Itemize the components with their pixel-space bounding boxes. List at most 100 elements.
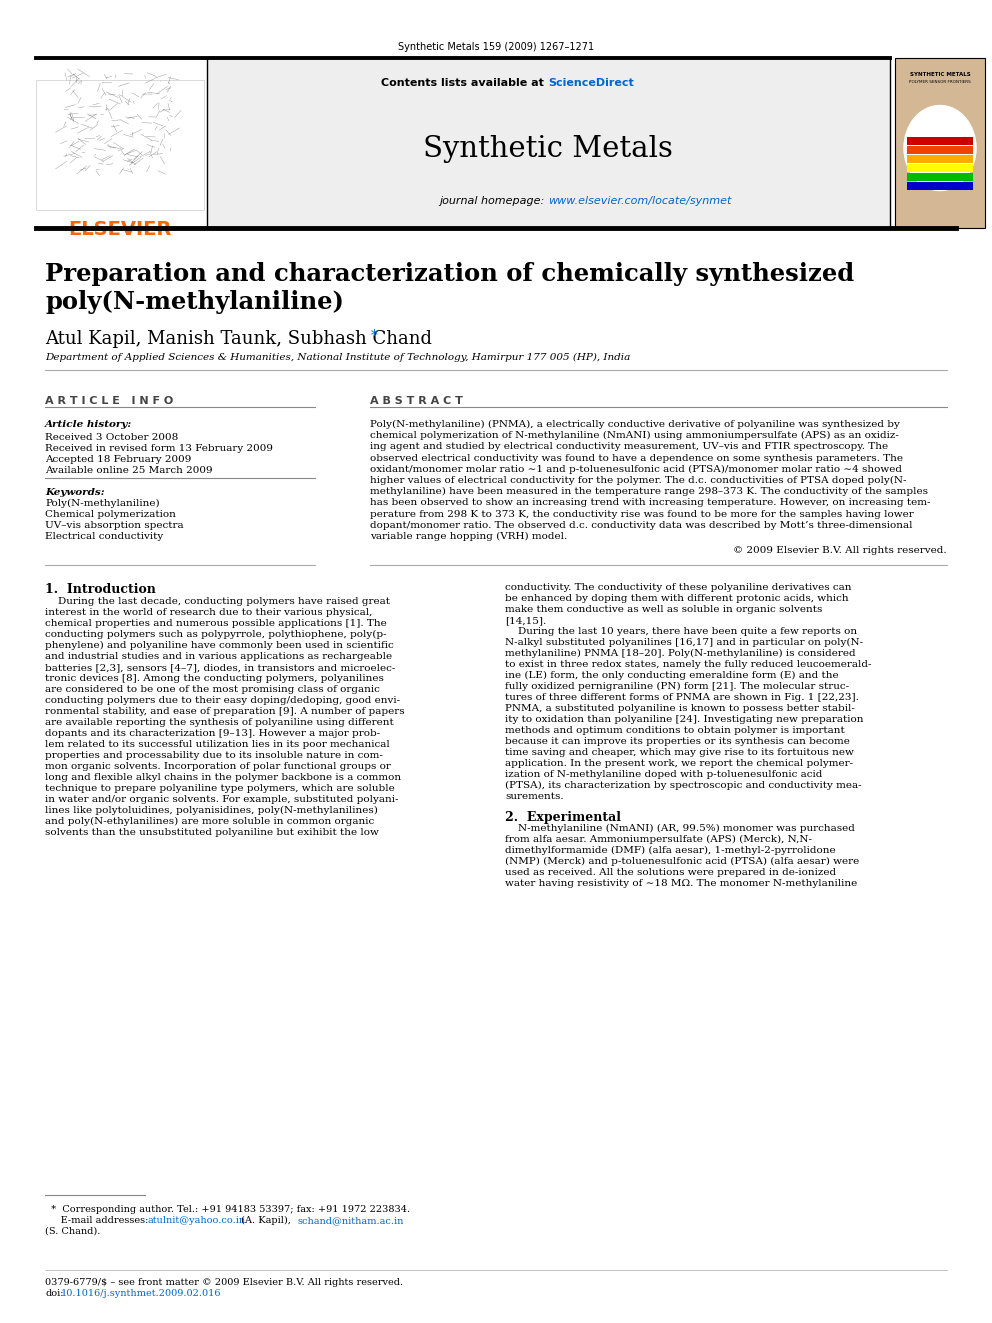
Text: variable range hopping (VRH) model.: variable range hopping (VRH) model. (370, 532, 567, 541)
Text: journal homepage:: journal homepage: (439, 196, 548, 206)
Text: properties and processability due to its insoluble nature in com-: properties and processability due to its… (45, 751, 383, 761)
Text: Available online 25 March 2009: Available online 25 March 2009 (45, 466, 212, 475)
Text: POLYMER SENSOR FRONTIERS: POLYMER SENSOR FRONTIERS (909, 79, 971, 83)
Bar (907, 164, 973, 172)
Text: Article history:: Article history: (45, 419, 132, 429)
Text: from alfa aesar. Ammoniumpersulfate (APS) (Merck), N,N-: from alfa aesar. Ammoniumpersulfate (APS… (505, 835, 812, 844)
Text: chemical properties and numerous possible applications [1]. The: chemical properties and numerous possibl… (45, 619, 387, 628)
Text: Synthetic Metals 159 (2009) 1267–1271: Synthetic Metals 159 (2009) 1267–1271 (398, 42, 594, 52)
Text: ing agent and studied by electrical conductivity measurement, UV–vis and FTIR sp: ing agent and studied by electrical cond… (370, 442, 888, 451)
Text: ity to oxidation than polyaniline [24]. Investigating new preparation: ity to oxidation than polyaniline [24]. … (505, 716, 863, 724)
Text: be enhanced by doping them with different protonic acids, which: be enhanced by doping them with differen… (505, 594, 848, 603)
Text: A R T I C L E   I N F O: A R T I C L E I N F O (45, 396, 174, 406)
Text: tures of three different forms of PNMA are shown in Fig. 1 [22,23].: tures of three different forms of PNMA a… (505, 693, 859, 703)
Text: N-alkyl substituted polyanilines [16,17] and in particular on poly(N-: N-alkyl substituted polyanilines [16,17]… (505, 638, 863, 647)
Text: are available reporting the synthesis of polyaniline using different: are available reporting the synthesis of… (45, 718, 394, 728)
Text: conductivity. The conductivity of these polyaniline derivatives can: conductivity. The conductivity of these … (505, 583, 851, 593)
Text: phenylene) and polyaniline have commonly been used in scientific: phenylene) and polyaniline have commonly… (45, 642, 394, 651)
Text: dopant/monomer ratio. The observed d.c. conductivity data was described by Mott’: dopant/monomer ratio. The observed d.c. … (370, 521, 913, 529)
Text: Poly(N-methylaniline): Poly(N-methylaniline) (45, 499, 160, 508)
Text: Atul Kapil, Manish Taunk, Subhash Chand: Atul Kapil, Manish Taunk, Subhash Chand (45, 329, 432, 348)
Text: A B S T R A C T: A B S T R A C T (370, 396, 463, 406)
Ellipse shape (904, 106, 976, 191)
Text: © 2009 Elsevier B.V. All rights reserved.: © 2009 Elsevier B.V. All rights reserved… (733, 546, 947, 556)
Text: E-mail addresses:: E-mail addresses: (45, 1216, 152, 1225)
Text: During the last 10 years, there have been quite a few reports on: During the last 10 years, there have bee… (505, 627, 857, 636)
Text: Received 3 October 2008: Received 3 October 2008 (45, 433, 179, 442)
Text: *  Corresponding author. Tel.: +91 94183 53397; fax: +91 1972 223834.: * Corresponding author. Tel.: +91 94183 … (45, 1205, 410, 1215)
Bar (207, 58, 890, 228)
Text: and industrial studies and in various applications as rechargeable: and industrial studies and in various ap… (45, 652, 392, 662)
Text: used as received. All the solutions were prepared in de-ionized: used as received. All the solutions were… (505, 868, 836, 877)
Text: atulnit@yahoo.co.in: atulnit@yahoo.co.in (148, 1216, 246, 1225)
Text: (A. Kapil),: (A. Kapil), (238, 1216, 294, 1225)
Text: tronic devices [8]. Among the conducting polymers, polyanilines: tronic devices [8]. Among the conducting… (45, 675, 384, 683)
Text: poly(N-methylaniline): poly(N-methylaniline) (45, 290, 344, 314)
Text: ine (LE) form, the only conducting emeraldine form (E) and the: ine (LE) form, the only conducting emera… (505, 671, 838, 680)
Text: are considered to be one of the most promising class of organic: are considered to be one of the most pro… (45, 685, 380, 695)
Text: technique to prepare polyaniline type polymers, which are soluble: technique to prepare polyaniline type po… (45, 785, 395, 794)
Text: chemical polymerization of N-methylaniline (NmANI) using ammoniumpersulfate (APS: chemical polymerization of N-methylanili… (370, 431, 899, 441)
Text: observed electrical conductivity was found to have a dependence on some synthesi: observed electrical conductivity was fou… (370, 454, 903, 463)
Text: oxidant/monomer molar ratio ∼1 and p-toluenesulfonic acid (PTSA)/monomer molar r: oxidant/monomer molar ratio ∼1 and p-tol… (370, 464, 902, 474)
Text: *: * (371, 329, 378, 343)
Text: PNMA, a substituted polyaniline is known to possess better stabil-: PNMA, a substituted polyaniline is known… (505, 704, 855, 713)
Text: Chemical polymerization: Chemical polymerization (45, 509, 176, 519)
Text: methylaniline) have been measured in the temperature range 298–373 K. The conduc: methylaniline) have been measured in the… (370, 487, 928, 496)
Bar (36, 79, 204, 210)
Text: mon organic solvents. Incorporation of polar functional groups or: mon organic solvents. Incorporation of p… (45, 762, 391, 771)
Text: in water and/or organic solvents. For example, substituted polyani-: in water and/or organic solvents. For ex… (45, 795, 399, 804)
Text: surements.: surements. (505, 792, 563, 802)
Text: has been observed to show an increasing trend with increasing temperature. Howev: has been observed to show an increasing … (370, 499, 930, 508)
Text: Electrical conductivity: Electrical conductivity (45, 532, 164, 541)
Text: water having resistivity of ∼18 MΩ. The monomer N-methylaniline: water having resistivity of ∼18 MΩ. The … (505, 880, 857, 888)
Text: 2.  Experimental: 2. Experimental (505, 811, 621, 824)
Text: higher values of electrical conductivity for the polymer. The d.c. conductivitie: higher values of electrical conductivity… (370, 476, 907, 486)
Text: interest in the world of research due to their various physical,: interest in the world of research due to… (45, 609, 372, 618)
Text: fully oxidized pernigraniline (PN) form [21]. The molecular struc-: fully oxidized pernigraniline (PN) form … (505, 683, 849, 692)
Text: and poly(N-ethylanilines) are more soluble in common organic: and poly(N-ethylanilines) are more solub… (45, 818, 374, 827)
Text: conducting polymers due to their easy doping/dedoping, good envi-: conducting polymers due to their easy do… (45, 696, 400, 705)
Text: 10.1016/j.synthmet.2009.02.016: 10.1016/j.synthmet.2009.02.016 (61, 1289, 221, 1298)
Text: (S. Chand).: (S. Chand). (45, 1226, 100, 1236)
Text: to exist in three redox states, namely the fully reduced leucoemerald-: to exist in three redox states, namely t… (505, 660, 872, 669)
Text: time saving and cheaper, which may give rise to its fortuitous new: time saving and cheaper, which may give … (505, 749, 854, 757)
Text: because it can improve its properties or its synthesis can become: because it can improve its properties or… (505, 737, 850, 746)
Text: long and flexible alkyl chains in the polymer backbone is a common: long and flexible alkyl chains in the po… (45, 773, 401, 782)
Text: make them conductive as well as soluble in organic solvents: make them conductive as well as soluble … (505, 605, 822, 614)
Text: Received in revised form 13 February 2009: Received in revised form 13 February 200… (45, 445, 273, 452)
Bar (907, 155, 973, 163)
Text: lem related to its successful utilization lies in its poor mechanical: lem related to its successful utilizatio… (45, 740, 390, 749)
Text: methods and optimum conditions to obtain polymer is important: methods and optimum conditions to obtain… (505, 726, 845, 736)
Bar (907, 183, 973, 191)
Text: perature from 298 K to 373 K, the conductivity rise was found to be more for the: perature from 298 K to 373 K, the conduc… (370, 509, 914, 519)
Text: Keywords:: Keywords: (45, 488, 104, 497)
Text: SYNTHETIC METALS: SYNTHETIC METALS (910, 71, 970, 77)
Text: (PTSA), its characterization by spectroscopic and conductivity mea-: (PTSA), its characterization by spectros… (505, 781, 862, 790)
Text: batteries [2,3], sensors [4–7], diodes, in transistors and microelec-: batteries [2,3], sensors [4–7], diodes, … (45, 663, 396, 672)
Text: 0379-6779/$ – see front matter © 2009 Elsevier B.V. All rights reserved.: 0379-6779/$ – see front matter © 2009 El… (45, 1278, 403, 1287)
Text: dopants and its characterization [9–13]. However a major prob-: dopants and its characterization [9–13].… (45, 729, 380, 738)
Text: [14,15].: [14,15]. (505, 617, 547, 626)
Text: ELSEVIER: ELSEVIER (68, 220, 172, 239)
Text: lines like polytoluidines, polyanisidines, poly(N-methylanilines): lines like polytoluidines, polyanisidine… (45, 806, 378, 815)
Text: Synthetic Metals: Synthetic Metals (423, 135, 673, 163)
Text: conducting polymers such as polypyrrole, polythiophene, poly(p-: conducting polymers such as polypyrrole,… (45, 630, 387, 639)
Text: UV–vis absorption spectra: UV–vis absorption spectra (45, 521, 184, 531)
Text: Department of Applied Sciences & Humanities, National Institute of Technology, H: Department of Applied Sciences & Humanit… (45, 353, 630, 363)
Text: ScienceDirect: ScienceDirect (548, 78, 634, 89)
Text: Contents lists available at: Contents lists available at (381, 78, 548, 89)
Text: schand@nitham.ac.in: schand@nitham.ac.in (298, 1216, 405, 1225)
Text: dimethylformamide (DMF) (alfa aesar), 1-methyl-2-pyrrolidone: dimethylformamide (DMF) (alfa aesar), 1-… (505, 847, 835, 856)
Text: application. In the present work, we report the chemical polymer-: application. In the present work, we rep… (505, 759, 853, 769)
Text: Preparation and characterization of chemically synthesized: Preparation and characterization of chem… (45, 262, 854, 286)
Bar (895, 58, 985, 228)
Text: ronmental stability, and ease of preparation [9]. A number of papers: ronmental stability, and ease of prepara… (45, 708, 405, 716)
Bar (907, 138, 973, 146)
Text: ization of N-methylaniline doped with p-toluenesulfonic acid: ization of N-methylaniline doped with p-… (505, 770, 822, 779)
Text: Accepted 18 February 2009: Accepted 18 February 2009 (45, 455, 191, 464)
Text: 1.  Introduction: 1. Introduction (45, 583, 156, 597)
Text: methylaniline) PNMA [18–20]. Poly(N-methylaniline) is considered: methylaniline) PNMA [18–20]. Poly(N-meth… (505, 650, 856, 659)
Text: Poly(N-methylaniline) (PNMA), a electrically conductive derivative of polyanilin: Poly(N-methylaniline) (PNMA), a electric… (370, 419, 900, 429)
Bar (907, 146, 973, 153)
